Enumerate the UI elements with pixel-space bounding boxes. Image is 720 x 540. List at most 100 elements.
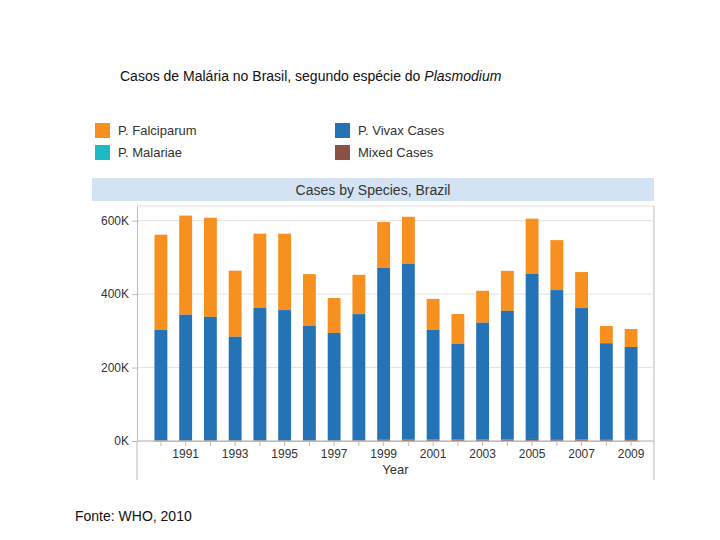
legend-label: P. Falciparum <box>118 123 197 138</box>
x-tick <box>309 441 310 446</box>
legend-label: P. Vivax Cases <box>358 123 445 138</box>
bar <box>625 329 638 347</box>
x-tick <box>210 441 211 446</box>
bar <box>154 235 167 330</box>
x-tick: 2007 <box>568 441 595 461</box>
bar <box>328 298 341 333</box>
bar <box>303 274 316 326</box>
bar <box>204 218 217 317</box>
x-tick-mark <box>334 441 335 446</box>
bar <box>229 271 242 337</box>
y-tick-label: 0K <box>114 434 129 448</box>
bar <box>377 268 390 440</box>
x-tick-mark <box>309 441 310 446</box>
bar <box>575 439 588 440</box>
x-tick: 1999 <box>370 441 397 461</box>
bar <box>352 314 365 440</box>
x-tick-mark <box>507 441 508 446</box>
y-tick-label: 400K <box>101 287 129 301</box>
legend-swatch <box>95 145 110 160</box>
x-tick-mark <box>408 441 409 446</box>
legend-label: Mixed Cases <box>358 145 434 160</box>
x-tick-mark <box>235 441 236 446</box>
x-tick <box>507 441 508 446</box>
bar <box>451 344 464 440</box>
x-axis-title: Year <box>382 462 409 477</box>
x-tick: 2001 <box>420 441 447 461</box>
x-tick-label: 1993 <box>222 447 249 461</box>
x-tick-mark <box>358 441 359 446</box>
bar <box>476 323 489 440</box>
subtitle-banner <box>92 178 654 201</box>
chart: Casos de Malária no Brasil, segundo espé… <box>0 0 720 540</box>
x-tick: 1991 <box>172 441 199 461</box>
bar <box>550 290 563 439</box>
bar <box>377 222 390 268</box>
x-tick <box>408 441 409 446</box>
grid-line <box>137 441 654 442</box>
x-tick-mark <box>259 441 260 446</box>
bar <box>526 219 539 274</box>
y-tick-mark <box>132 221 137 222</box>
x-tick-label: 1991 <box>172 447 199 461</box>
bar <box>352 275 365 314</box>
y-tick: 0K <box>114 434 137 448</box>
bar <box>427 299 440 330</box>
x-tick-label: 2005 <box>519 447 546 461</box>
x-tick: 2005 <box>519 441 546 461</box>
y-tick: 600K <box>101 214 137 228</box>
x-tick-label: 2007 <box>568 447 595 461</box>
y-tick: 200K <box>101 361 137 375</box>
x-tick <box>556 441 557 446</box>
bar <box>229 337 242 441</box>
x-tick <box>160 441 161 446</box>
x-baseline <box>137 441 654 442</box>
bar <box>526 274 539 439</box>
bar <box>427 439 440 440</box>
bar <box>625 347 638 440</box>
x-tick-mark <box>210 441 211 446</box>
x-axis: 1991199319951997199920012003200520072009 <box>153 441 645 461</box>
bar <box>625 439 638 440</box>
legend-swatch <box>95 123 110 138</box>
bar <box>451 439 464 440</box>
x-tick-mark <box>631 441 632 446</box>
x-tick-mark <box>457 441 458 446</box>
x-tick: 2009 <box>618 441 645 461</box>
y-axis: 0K 200K 400K 600K <box>101 207 138 449</box>
x-axis-line <box>153 441 641 442</box>
x-tick-mark <box>160 441 161 446</box>
y-tick-label: 600K <box>101 214 129 228</box>
x-tick-mark <box>581 441 582 446</box>
x-tick-mark <box>556 441 557 446</box>
x-tick-label: 1999 <box>370 447 397 461</box>
bar <box>402 264 415 440</box>
bar <box>501 271 514 311</box>
y-tick-mark <box>132 441 137 442</box>
x-tick-mark <box>185 441 186 446</box>
x-tick-mark <box>606 441 607 446</box>
bars <box>154 216 637 441</box>
x-tick-label: 1995 <box>271 447 298 461</box>
legend-swatch <box>335 145 350 160</box>
x-tick <box>358 441 359 446</box>
bar <box>328 333 341 441</box>
bar <box>550 240 563 290</box>
bar <box>600 326 613 343</box>
bar <box>253 308 266 441</box>
x-tick-label: 2001 <box>420 447 447 461</box>
x-tick-mark <box>532 441 533 446</box>
bar <box>476 291 489 323</box>
bar <box>575 308 588 439</box>
bar <box>377 439 390 440</box>
x-tick <box>606 441 607 446</box>
y-tick-mark <box>132 368 137 369</box>
frame-right <box>654 206 655 480</box>
title: Casos de Malária no Brasil, segundo espé… <box>120 68 502 84</box>
source-note: Fonte: WHO, 2010 <box>75 508 192 524</box>
x-tick: 2003 <box>469 441 496 461</box>
bar <box>501 311 514 440</box>
x-tick <box>259 441 260 446</box>
x-tick-mark <box>482 441 483 446</box>
frame-top <box>137 206 654 207</box>
